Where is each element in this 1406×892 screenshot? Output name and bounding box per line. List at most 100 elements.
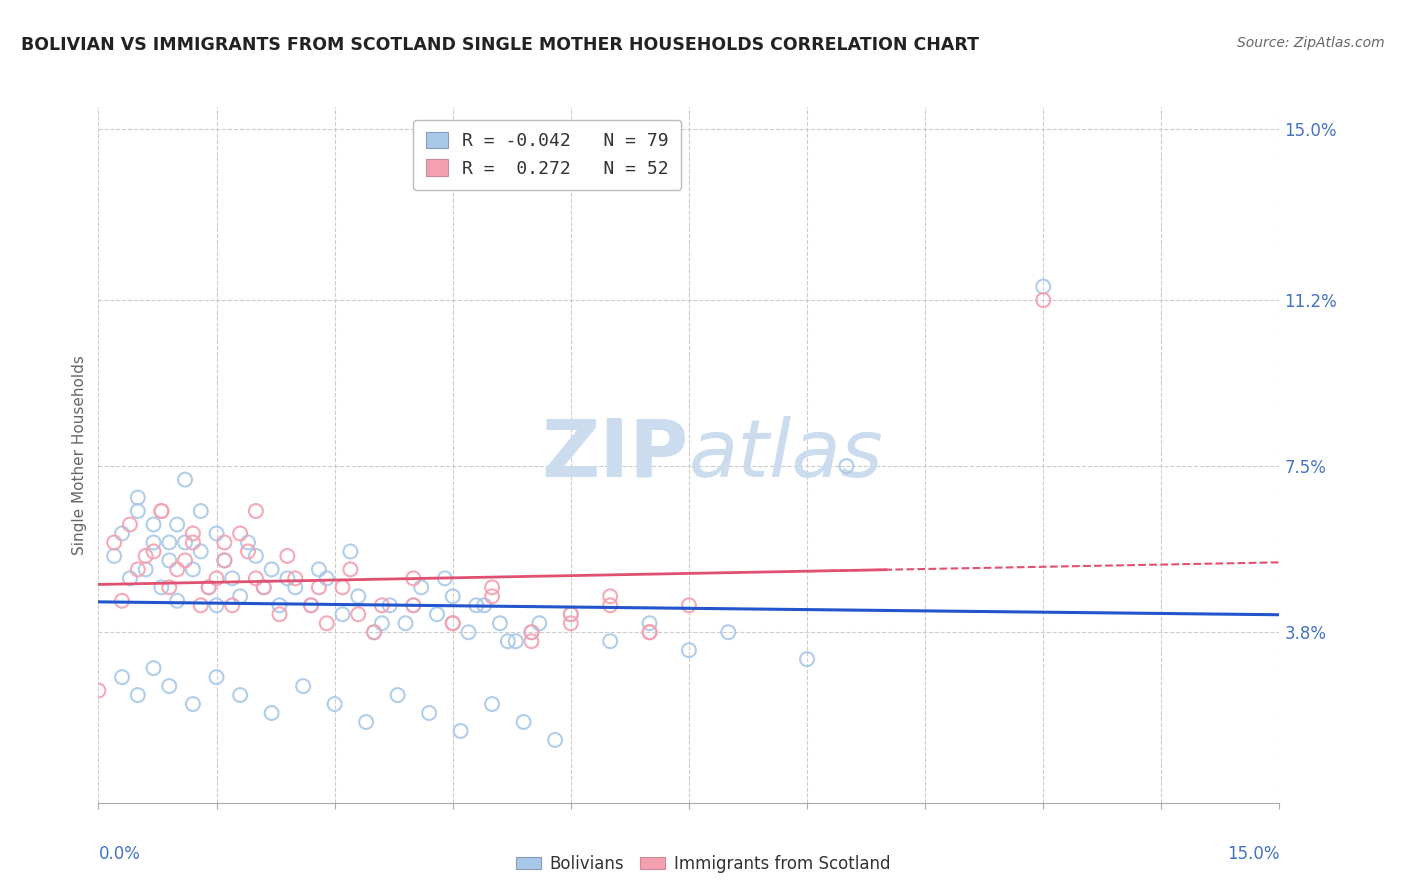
Point (190, 504, 212, 518)
Point (127, 491, 149, 505)
Point (489, 616, 512, 631)
Point (245, 504, 267, 518)
Point (450, 723, 472, 738)
Point (205, 670, 228, 684)
Point (111, 594, 134, 608)
Point (465, 599, 488, 613)
Point (181, 526, 204, 541)
Point (481, 697, 503, 711)
Point (214, 553, 236, 567)
Y-axis label: Single Mother Households: Single Mother Households (72, 355, 87, 555)
Point (332, 580, 354, 594)
Text: BOLIVIAN VS IMMIGRANTS FROM SCOTLAND SINGLE MOTHER HOUSEHOLDS CORRELATION CHART: BOLIVIAN VS IMMIGRANTS FROM SCOTLAND SIN… (21, 36, 979, 54)
Point (157, 553, 180, 567)
Point (111, 670, 134, 684)
Point (441, 616, 464, 631)
Point (599, 590, 621, 604)
Point (441, 616, 464, 631)
Point (315, 571, 337, 585)
Point (599, 599, 621, 613)
Point (402, 599, 425, 613)
Point (678, 643, 700, 657)
Point (308, 562, 330, 576)
Point (229, 688, 252, 702)
Point (260, 706, 283, 720)
Point (339, 544, 361, 558)
Point (481, 580, 503, 594)
Point (166, 517, 188, 532)
Point (441, 590, 464, 604)
Point (174, 553, 197, 567)
Point (796, 652, 818, 666)
Point (411, 580, 433, 594)
Point (205, 526, 228, 541)
Point (174, 473, 197, 487)
Point (127, 504, 149, 518)
Text: Source: ZipAtlas.com: Source: ZipAtlas.com (1237, 36, 1385, 50)
Point (135, 562, 157, 576)
Point (717, 625, 740, 640)
Point (181, 562, 204, 576)
Point (387, 688, 409, 702)
Point (512, 714, 534, 729)
Point (190, 599, 212, 613)
Point (308, 580, 330, 594)
Point (245, 571, 267, 585)
Point (174, 535, 197, 549)
Point (560, 616, 582, 631)
Point (284, 571, 307, 585)
Point (638, 625, 661, 640)
Point (166, 594, 188, 608)
Legend: R = -0.042   N = 79, R =  0.272   N = 52: R = -0.042 N = 79, R = 0.272 N = 52 (413, 120, 682, 190)
Point (599, 634, 621, 648)
Point (87, 683, 110, 698)
Point (221, 571, 243, 585)
Point (354, 714, 377, 729)
Point (245, 549, 267, 563)
Point (638, 625, 661, 640)
Point (142, 544, 165, 558)
Point (127, 688, 149, 702)
Point (236, 544, 259, 558)
Point (269, 607, 291, 622)
Point (347, 607, 370, 622)
Point (276, 571, 298, 585)
Point (197, 580, 219, 594)
Point (378, 599, 401, 613)
Point (236, 535, 259, 549)
Point (229, 590, 252, 604)
Point (315, 616, 337, 631)
Point (292, 679, 315, 693)
Point (150, 504, 173, 518)
Point (457, 625, 479, 640)
Point (157, 535, 180, 549)
Point (181, 697, 204, 711)
Point (371, 599, 394, 613)
Point (205, 571, 228, 585)
Point (205, 599, 228, 613)
Text: atlas: atlas (689, 416, 884, 494)
Point (142, 661, 165, 675)
Point (529, 616, 551, 631)
Point (253, 580, 276, 594)
Legend: Bolivians, Immigrants from Scotland: Bolivians, Immigrants from Scotland (509, 848, 897, 880)
Point (197, 580, 219, 594)
Point (276, 549, 298, 563)
Point (135, 549, 157, 563)
Point (127, 562, 149, 576)
Point (560, 607, 582, 622)
Point (363, 625, 385, 640)
Point (402, 599, 425, 613)
Point (426, 607, 449, 622)
Point (371, 616, 394, 631)
Point (433, 571, 456, 585)
Point (214, 553, 236, 567)
Point (214, 535, 236, 549)
Point (678, 599, 700, 613)
Point (157, 580, 180, 594)
Text: 15.0%: 15.0% (1227, 845, 1279, 863)
Point (229, 526, 252, 541)
Point (150, 504, 173, 518)
Text: 0.0%: 0.0% (98, 845, 141, 863)
Point (520, 625, 543, 640)
